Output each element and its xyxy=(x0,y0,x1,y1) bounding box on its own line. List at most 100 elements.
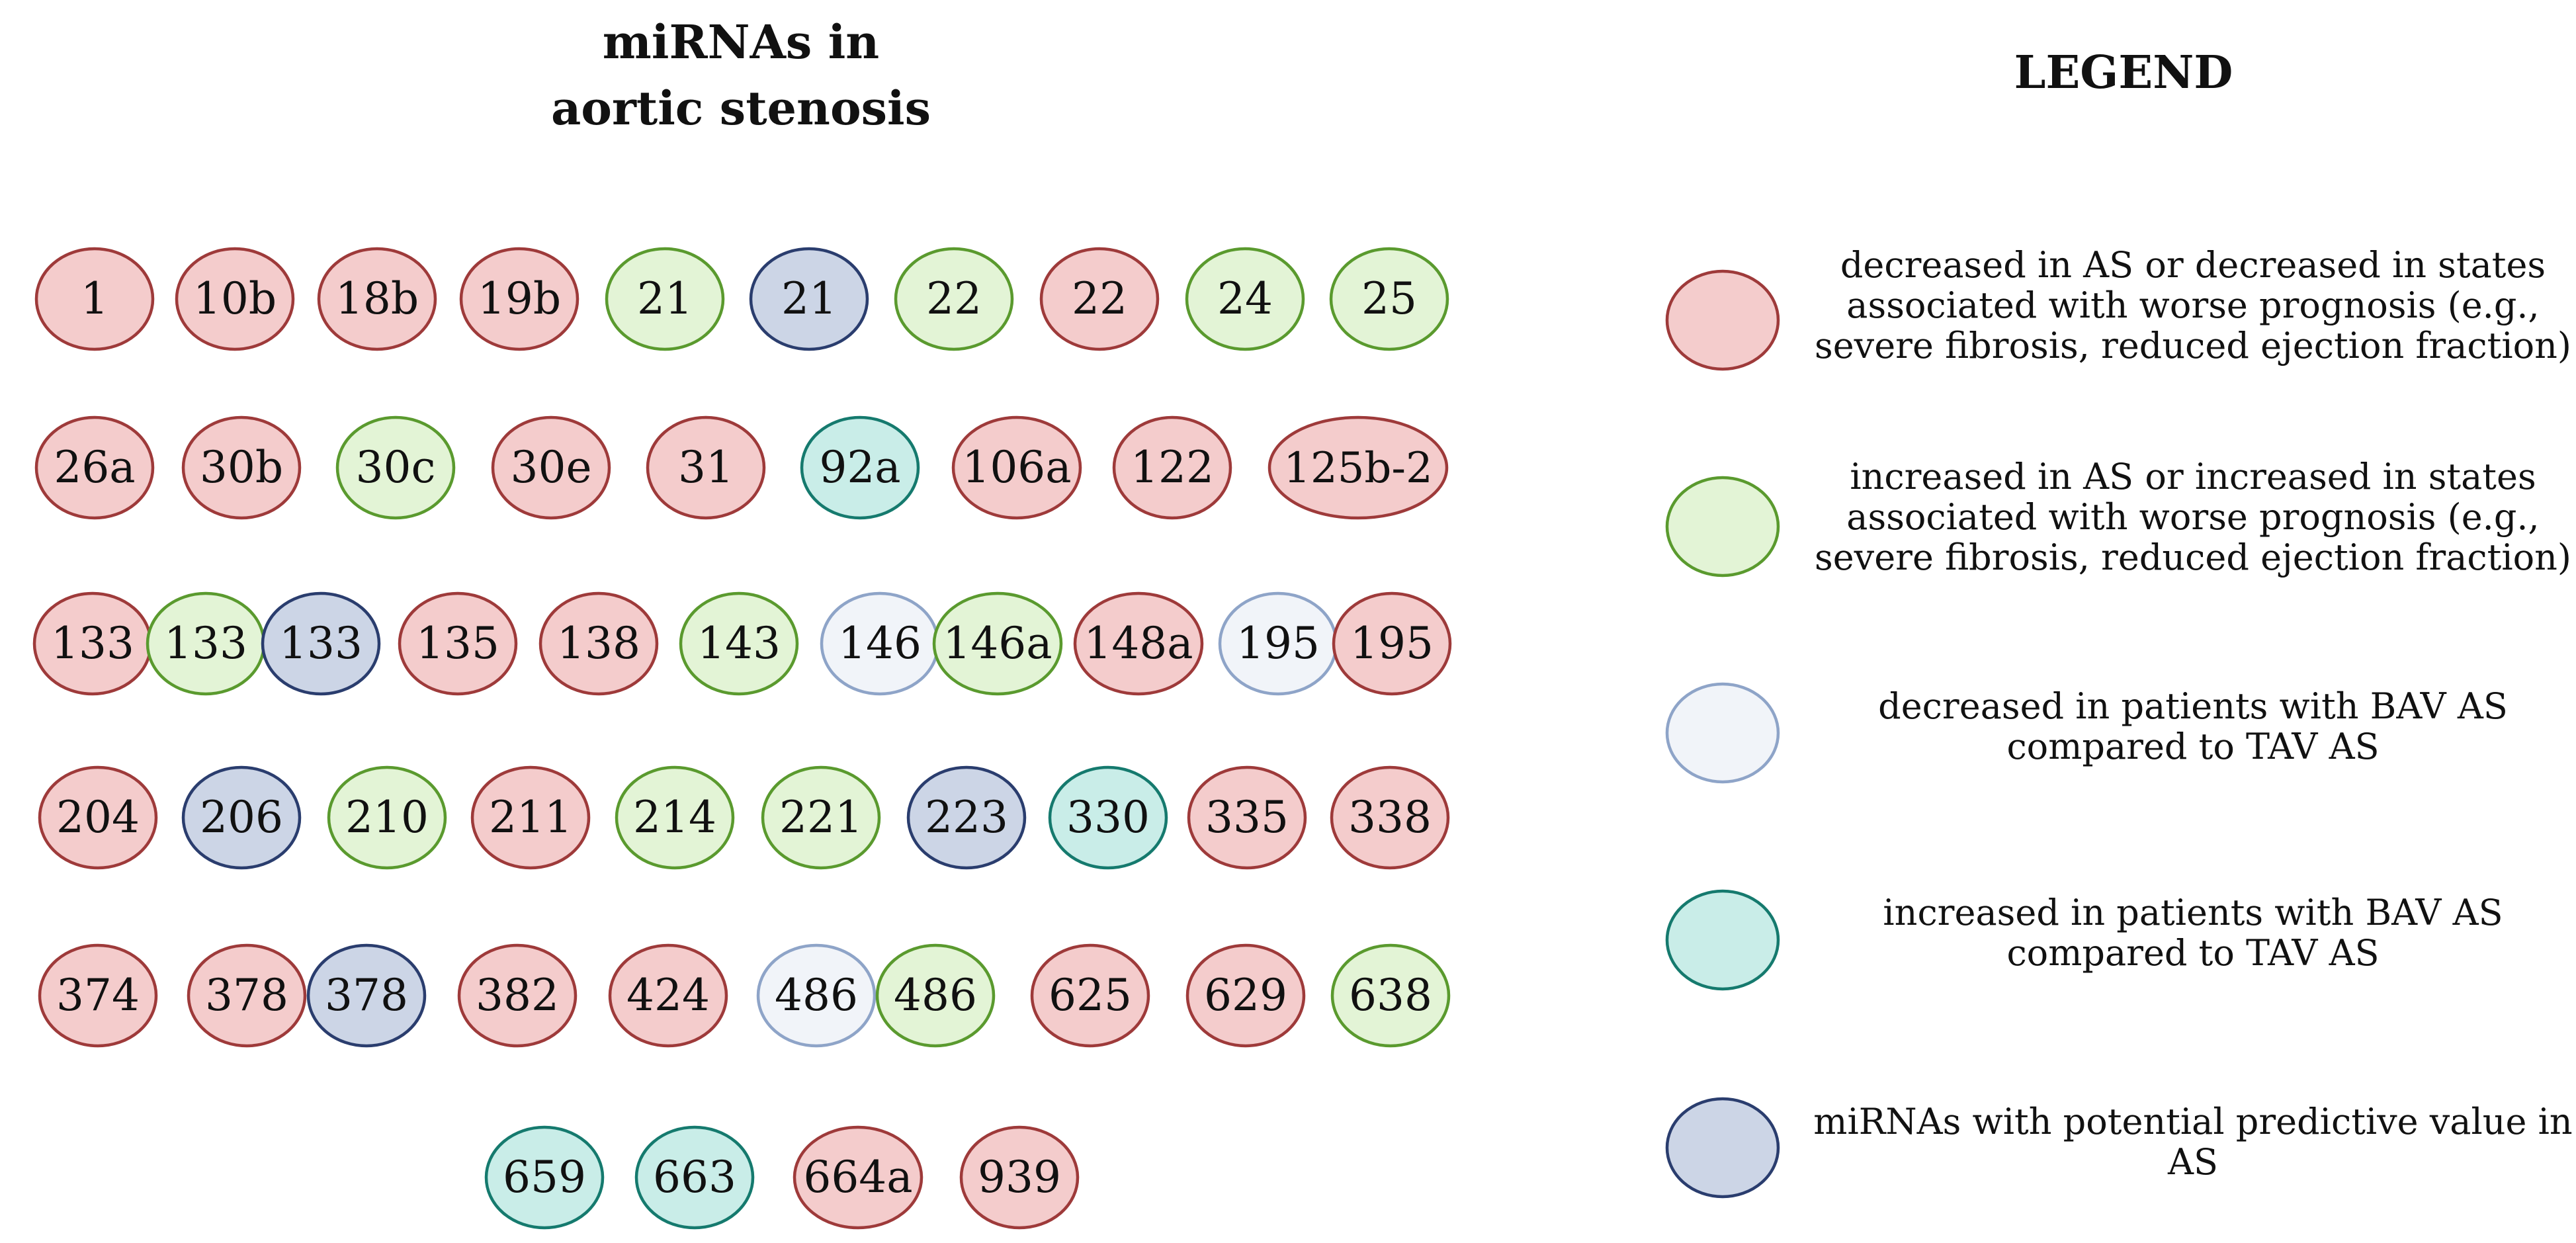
mirna-node: 30b xyxy=(181,415,302,520)
legend-text-blue: miRNAs with potential predictive value i… xyxy=(1813,1101,2573,1183)
legend-title: LEGEND xyxy=(2014,46,2233,99)
mirna-label: 214 xyxy=(633,792,716,843)
mirna-label: 148a xyxy=(1084,618,1193,669)
mirna-label: 1 xyxy=(81,273,108,324)
mirna-node: 211 xyxy=(470,765,591,870)
mirna-node: 21 xyxy=(605,247,725,351)
mirna-ellipse-green xyxy=(615,765,735,870)
mirna-node: 214 xyxy=(615,765,735,870)
mirna-node: 330 xyxy=(1048,765,1168,870)
mirna-node: 629 xyxy=(1185,943,1306,1048)
mirna-node: 19b xyxy=(459,247,580,351)
mirna-ellipse-red xyxy=(187,943,307,1048)
mirna-node: 195 xyxy=(1218,591,1338,696)
mirna-label: 378 xyxy=(325,970,408,1021)
mirna-ellipse-blue xyxy=(261,591,381,696)
mirna-label: 138 xyxy=(557,618,640,669)
legend-swatch-white xyxy=(1665,682,1780,784)
mirna-ellipse-red xyxy=(1039,247,1160,351)
mirna-node: 18b xyxy=(317,247,437,351)
mirna-ellipse-red xyxy=(398,591,518,696)
mirna-label: 22 xyxy=(1072,273,1127,324)
mirna-label: 146 xyxy=(838,618,922,669)
mirna-label: 10b xyxy=(193,273,277,324)
mirna-node: 424 xyxy=(608,943,728,1048)
mirna-ellipse-white xyxy=(756,943,877,1048)
mirna-label: 122 xyxy=(1131,442,1214,493)
mirna-ellipse-blue xyxy=(306,943,427,1048)
mirna-node: 486 xyxy=(756,943,877,1048)
mirna-label: 204 xyxy=(56,792,140,843)
mirna-node: 195 xyxy=(1332,591,1452,696)
mirna-label: 659 xyxy=(503,1152,586,1203)
legend-text-teal: increased in patients with BAV AS compar… xyxy=(1883,892,2503,974)
mirna-node: 335 xyxy=(1187,765,1307,870)
mirna-node: 146a xyxy=(932,591,1063,696)
mirna-label: 330 xyxy=(1066,792,1150,843)
mirna-node: 206 xyxy=(181,765,302,870)
mirna-label: 338 xyxy=(1348,792,1432,843)
legend-swatch-red xyxy=(1665,269,1780,371)
mirna-ellipse-green xyxy=(335,415,456,520)
mirna-label: 133 xyxy=(164,618,247,669)
mirna-label: 486 xyxy=(775,970,858,1021)
mirna-node: 22 xyxy=(1039,247,1160,351)
mirna-node: 382 xyxy=(457,943,578,1048)
mirna-label: 223 xyxy=(925,792,1008,843)
mirna-ellipse-red xyxy=(1185,943,1306,1048)
mirna-ellipse-red xyxy=(646,415,766,520)
mirna-node: 1 xyxy=(34,247,155,351)
mirna-node: 338 xyxy=(1330,765,1450,870)
mirna-ellipse-red xyxy=(34,247,155,351)
mirna-ellipse-teal xyxy=(634,1125,755,1230)
legend-text-green: increased in AS or increased in states a… xyxy=(1815,456,2571,578)
diagram-title: miRNAs in aortic stenosis xyxy=(463,9,1019,142)
mirna-node: 638 xyxy=(1330,943,1451,1048)
mirna-node: 143 xyxy=(679,591,799,696)
mirna-label: 629 xyxy=(1204,970,1287,1021)
title-line-2: aortic stenosis xyxy=(550,81,931,136)
mirna-node: 148a xyxy=(1073,591,1204,696)
mirna-node: 125b-2 xyxy=(1267,415,1449,520)
mirna-ellipse-red xyxy=(538,591,659,696)
mirna-node: 25 xyxy=(1329,247,1449,351)
mirna-label: 378 xyxy=(205,970,288,1021)
mirna-ellipse-red xyxy=(317,247,437,351)
mirna-node: 31 xyxy=(646,415,766,520)
mirna-node: 625 xyxy=(1030,943,1150,1048)
mirna-label: 30c xyxy=(356,442,436,493)
mirna-ellipse-red xyxy=(38,943,158,1048)
mirna-label: 335 xyxy=(1205,792,1289,843)
mirna-ellipse-red xyxy=(1332,591,1452,696)
mirna-ellipse-teal xyxy=(800,415,920,520)
mirna-label: 21 xyxy=(781,273,837,324)
mirna-label: 221 xyxy=(779,792,863,843)
mirna-ellipse-green xyxy=(761,765,881,870)
mirna-node: 135 xyxy=(398,591,518,696)
mirna-ellipse-red xyxy=(38,765,158,870)
mirna-label: 195 xyxy=(1350,618,1434,669)
mirna-node: 24 xyxy=(1185,247,1305,351)
mirna-label: 382 xyxy=(476,970,559,1021)
mirna-label: 106a xyxy=(962,442,1071,493)
mirna-label: 92a xyxy=(819,442,900,493)
mirna-label: 664a xyxy=(803,1152,912,1203)
mirna-node: 374 xyxy=(38,943,158,1048)
mirna-ellipse-green xyxy=(605,247,725,351)
legend-text-white: decreased in patients with BAV AS compar… xyxy=(1878,685,2508,767)
mirna-ellipse-red xyxy=(491,415,611,520)
mirna-ellipse-red xyxy=(1267,415,1449,520)
mirna-label: 125b-2 xyxy=(1283,444,1432,493)
mirna-ellipse-red xyxy=(1112,415,1232,520)
mirna-label: 19b xyxy=(478,273,561,324)
mirna-label: 210 xyxy=(345,792,429,843)
mirna-ellipse-red xyxy=(608,943,728,1048)
mirna-node: 133 xyxy=(146,591,266,696)
mirna-node: 106a xyxy=(951,415,1082,520)
mirna-node: 10b xyxy=(175,247,295,351)
mirna-ellipse-green xyxy=(1185,247,1305,351)
mirna-ellipse-red xyxy=(470,765,591,870)
mirna-label: 21 xyxy=(637,273,693,324)
mirna-node: 378 xyxy=(187,943,307,1048)
